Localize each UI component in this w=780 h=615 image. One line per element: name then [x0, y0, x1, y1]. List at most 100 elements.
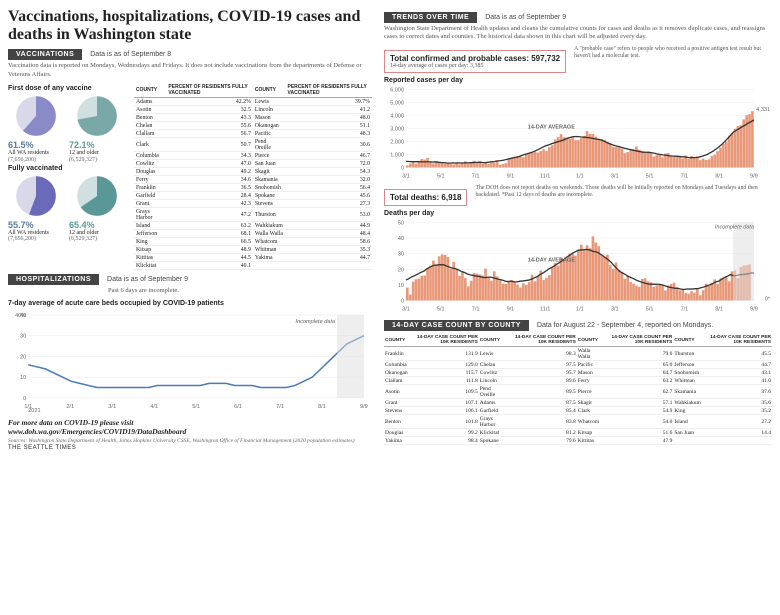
table-row: Kittitas44.5Yakima44.7 [134, 254, 372, 262]
svg-text:8/1: 8/1 [715, 306, 723, 312]
pie-full-all [14, 174, 58, 218]
table-row: Columbia129.0Chelan97.5Pacific65.0Jeffer… [384, 361, 772, 369]
svg-text:7/1: 7/1 [276, 404, 284, 410]
vaccinations-date: Data is as of September 8 [90, 51, 171, 58]
pie-full-12-pct: 65.4% [69, 220, 124, 230]
cases-total: Total confirmed and probable cases: 597,… [390, 54, 560, 63]
svg-text:8/1: 8/1 [715, 173, 723, 179]
hosp-chart-title: 7-day average of acute care beds occupie… [8, 300, 372, 307]
cty-th-county: COUNTY [577, 334, 603, 347]
table-row: Klickitat40.1 [134, 262, 372, 270]
table-row: Yakima98.4Spokane79.6Kittitas47.9 [384, 437, 772, 445]
table-row: Clallam111.8Lincoln89.6Ferry63.2Whitman4… [384, 377, 772, 385]
trends-date: Data is as of September 9 [485, 14, 566, 21]
svg-text:5/1: 5/1 [192, 404, 200, 410]
svg-text:1/1: 1/1 [576, 306, 584, 312]
svg-text:9/1: 9/1 [507, 306, 515, 312]
svg-text:7/1: 7/1 [681, 173, 689, 179]
svg-text:4,331: 4,331 [756, 107, 770, 113]
pie-first-all [14, 94, 58, 138]
deaths-total-box: Total deaths: 6,918 [384, 189, 467, 206]
svg-text:5,000: 5,000 [390, 100, 404, 106]
deaths-chart-title: Deaths per day [384, 210, 772, 217]
county-cases-date: Data for August 22 - September 4, report… [537, 322, 713, 329]
svg-text:0: 0 [401, 298, 404, 304]
trends-tag: TRENDS OVER TIME [384, 12, 477, 23]
table-row: Columbia34.3Pierce46.7 [134, 152, 372, 160]
table-row: Benton101.8Grays Harbor83.8Whatcom54.0Is… [384, 415, 772, 429]
svg-text:40: 40 [398, 236, 404, 242]
cty-th-rate: 14-DAY CASE COUNT PER 10K RESIDENTS [702, 334, 772, 347]
table-row: Douglas99.2Klickitat81.2Kitsap51.6San Ju… [384, 429, 772, 437]
table-row: Benton43.3Mason48.0 [134, 114, 372, 122]
svg-text:3/1: 3/1 [402, 173, 410, 179]
svg-text:30: 30 [20, 333, 26, 339]
footer-visit: For more data on COVID-19 please visit [8, 418, 372, 427]
svg-text:4/1: 4/1 [150, 404, 158, 410]
table-row: King66.5Whatcom58.6 [134, 238, 372, 246]
table-row: Garfield28.4Spokane45.6 [134, 192, 372, 200]
svg-text:5/1: 5/1 [646, 173, 654, 179]
pie-first-all-lbl: All WA residents [8, 150, 63, 157]
pie-full-all-pct: 55.7% [8, 220, 63, 230]
cty-th-rate: 14-DAY CASE COUNT PER 10K RESIDENTS [409, 334, 479, 347]
table-row: Clallam56.7Pacific48.3 [134, 130, 372, 138]
pie-first-12-lbl: 12 and older [69, 150, 124, 157]
svg-text:7/1: 7/1 [681, 306, 689, 312]
table-row: Asotin32.5Lincoln41.2 [134, 106, 372, 114]
table-row: Franklin131.9Lewis98.3Walla Walla79.6Thu… [384, 347, 772, 361]
table-row: Douglas49.2Skagit54.3 [134, 168, 372, 176]
cty-th-county: COUNTY [479, 334, 507, 347]
svg-text:10: 10 [398, 283, 404, 289]
hospitalizations-date: Data is as of September 9 [107, 276, 188, 283]
table-row: Grays Harbor47.2Thurston53.0 [134, 208, 372, 222]
svg-text:Incomplete data: Incomplete data [715, 224, 754, 230]
cty-th-rate: 14-DAY CASE COUNT PER 10K RESIDENTS [507, 334, 577, 347]
svg-text:6/1: 6/1 [234, 404, 242, 410]
table-row: Grant107.1Adams87.5Skagit57.1Wahkiakum35… [384, 399, 772, 407]
svg-text:9/1: 9/1 [507, 173, 515, 179]
svg-text:7/1: 7/1 [472, 173, 480, 179]
svg-text:Incomplete data: Incomplete data [296, 319, 335, 325]
hospitalizations-blurb: Past 6 days are incomplete. [108, 287, 372, 295]
svg-text:20: 20 [398, 267, 404, 273]
svg-text:2021: 2021 [28, 408, 40, 414]
svg-text:3/1: 3/1 [402, 306, 410, 312]
svg-text:2/1: 2/1 [66, 404, 74, 410]
svg-text:40%: 40% [15, 313, 26, 319]
table-row: Island63.2Wahkiakum44.9 [134, 222, 372, 230]
svg-text:50: 50 [398, 220, 404, 226]
vax-th-pct: PERCENT OF RESIDENTS FULLY VACCINATED [166, 83, 252, 98]
vaccination-table: COUNTY PERCENT OF RESIDENTS FULLY VACCIN… [134, 83, 372, 270]
footer: For more data on COVID-19 please visit w… [8, 418, 372, 451]
svg-text:3/1: 3/1 [108, 404, 116, 410]
vax-th-county: COUNTY [134, 83, 166, 98]
table-row: Kitsap48.9Whitman35.3 [134, 246, 372, 254]
county-cases-tag: 14-DAY CASE COUNT BY COUNTY [384, 320, 529, 331]
table-row: Chelan55.6Okanogan51.1 [134, 122, 372, 130]
svg-text:3/1: 3/1 [611, 173, 619, 179]
svg-text:3/1: 3/1 [611, 306, 619, 312]
vax-th-pct2: PERCENT OF RESIDENTS FULLY VACCINATED [286, 83, 372, 98]
deaths-chart: 0102030405014-DAY AVERAGEIncomplete data… [384, 219, 772, 314]
cases-total-box: Total confirmed and probable cases: 597,… [384, 50, 566, 73]
svg-text:1,000: 1,000 [390, 152, 404, 158]
svg-text:1/1: 1/1 [576, 173, 584, 179]
trends-blurb: Washington State Department of Health up… [384, 25, 772, 42]
cases-chart-title: Reported cases per day [384, 77, 772, 84]
table-row: Cowlitz47.0San Juan72.0 [134, 160, 372, 168]
svg-text:14-DAY AVERAGE: 14-DAY AVERAGE [528, 124, 575, 130]
svg-text:0*: 0* [765, 296, 771, 302]
pie-full-12 [75, 174, 119, 218]
svg-text:14-DAY AVERAGE: 14-DAY AVERAGE [528, 257, 575, 263]
cty-th-rate: 14-DAY CASE COUNT PER 10K RESIDENTS [603, 334, 673, 347]
svg-text:8/1: 8/1 [318, 404, 326, 410]
footer-src: Sources: Washington State Department of … [8, 438, 372, 444]
pie-full-12-sub: (6,529,327) [69, 236, 124, 242]
svg-text:4,000: 4,000 [390, 113, 404, 119]
svg-text:10: 10 [20, 375, 26, 381]
svg-text:9/9: 9/9 [750, 306, 758, 312]
page-title: Vaccinations, hospitalizations, COVID-19… [8, 8, 372, 43]
pie-first-12-sub: (6,529,327) [69, 157, 124, 163]
svg-text:5/1: 5/1 [437, 306, 445, 312]
